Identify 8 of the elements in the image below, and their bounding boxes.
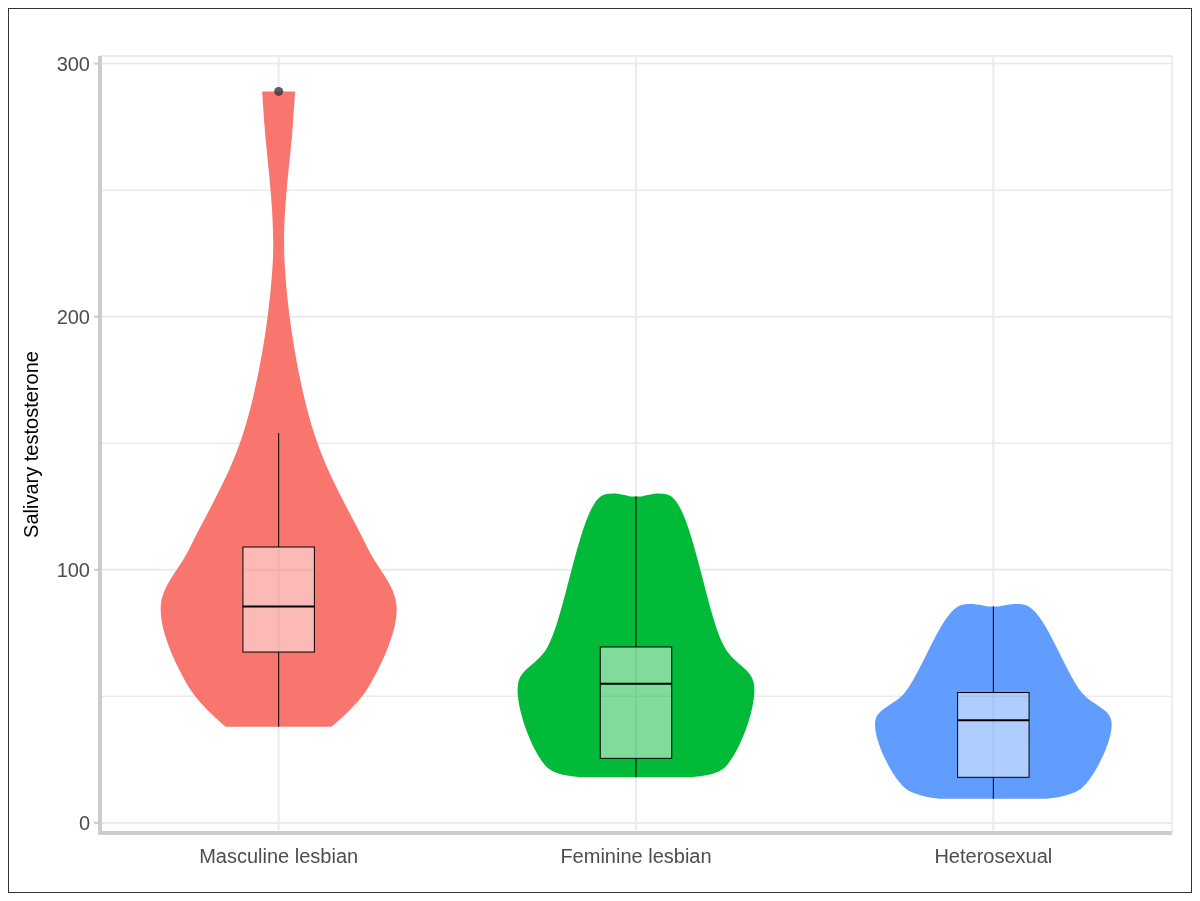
y-tick-label: 300 (56, 52, 90, 75)
x-tick-label: Masculine lesbian (199, 845, 359, 867)
y-tick-label: 0 (78, 811, 90, 834)
y-tick-label: 100 (56, 558, 90, 581)
x-tick-label: Feminine lesbian (560, 845, 712, 867)
y-tick-label: 200 (56, 305, 90, 328)
x-tick-label: Heterosexual (934, 845, 1053, 867)
y-axis-title: Salivary testosterone (20, 351, 42, 538)
